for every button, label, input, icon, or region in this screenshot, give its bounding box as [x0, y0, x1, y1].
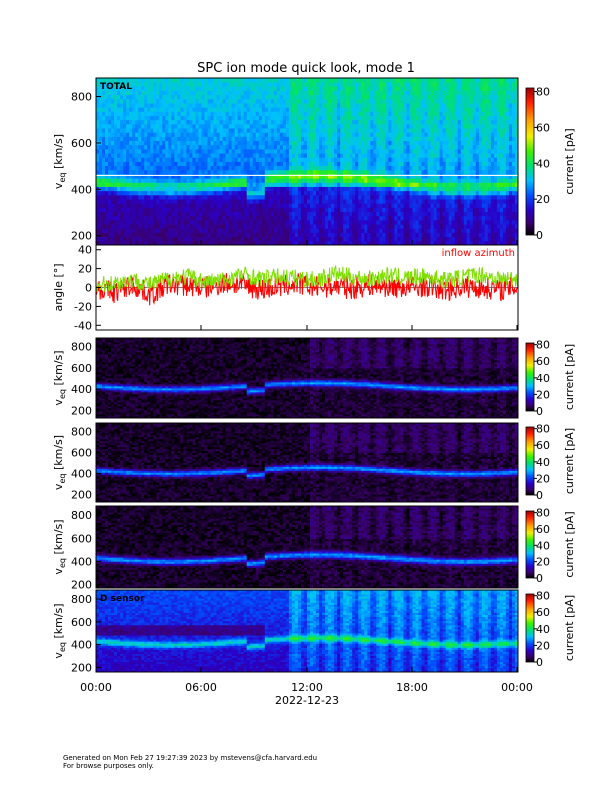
y-tick-label: 600	[71, 446, 92, 459]
colorbar-tick-label: 80	[536, 507, 550, 520]
x-tick-label-4: 00:00	[501, 681, 533, 694]
colorbar	[526, 511, 534, 578]
y-tick-label: 600	[71, 532, 92, 545]
y-tick-label: 40	[78, 244, 92, 257]
panel-total: 200 400 600 800 veq [km/s] TOTAL 0 20 40 60 80 curr…	[52, 78, 576, 245]
colorbar-tick-label: 0	[536, 572, 543, 585]
panel-sensor-d: 200 400 600 800 veq [km/s] D sensor 0 20 40 60 80 c…	[52, 590, 576, 675]
y-tick-label: 0	[85, 282, 92, 295]
colorbar-tick-label: 0	[536, 229, 543, 242]
colorbar-tick-label: 40	[536, 539, 550, 552]
panel-label: TOTAL	[100, 82, 132, 92]
colorbar	[526, 427, 534, 495]
figure-title: SPC ion mode quick look, mode 1	[197, 61, 415, 76]
y-tick-label: 600	[71, 616, 92, 629]
y-tick-label: 200	[71, 489, 92, 502]
panel-label: D sensor	[100, 594, 145, 604]
x-tick-label-1: 06:00	[185, 681, 217, 694]
colorbar-tick-label: 60	[536, 606, 550, 619]
y-axis-label: veq [km/s]	[52, 603, 67, 658]
colorbar-label: current [pA]	[563, 511, 576, 577]
y-tick-label: 400	[71, 383, 92, 396]
y-tick-label: 800	[71, 425, 92, 438]
colorbar-tick-label: 20	[536, 472, 550, 485]
y-tick-label: 400	[71, 555, 92, 568]
colorbar-tick-label: 20	[536, 639, 550, 652]
footer-generated-line: Generated on Mon Feb 27 19:27:39 2023 by…	[63, 754, 317, 762]
panel-sensor-b: 200 400 600 800 veq [km/s] 0 20 40 60 80 current […	[52, 423, 576, 503]
y-axis-label: veq [km/s]	[52, 134, 67, 189]
colorbar-tick-label: 60	[536, 439, 550, 452]
y-tick-label: 200	[71, 661, 92, 674]
footer-disclaimer-line: For browse purposes only.	[63, 762, 317, 770]
colorbar-tick-label: 0	[536, 489, 543, 502]
colorbar-label: current [pA]	[563, 128, 576, 194]
x-tick-label-0: 00:00	[80, 681, 112, 694]
colorbar-tick-label: 20	[536, 193, 550, 206]
y-tick-label: 200	[71, 230, 92, 243]
y-axis-label: veq [km/s]	[52, 350, 67, 405]
colorbar-tick-label: 60	[536, 121, 550, 134]
x-tick-label-2: 12:00	[291, 681, 323, 694]
colorbar-tick-label: 60	[536, 523, 550, 536]
colorbar-tick-label: 80	[536, 590, 550, 603]
y-tick-label: 600	[71, 137, 92, 150]
y-tick-label: 600	[71, 362, 92, 375]
footer: Generated on Mon Feb 27 19:27:39 2023 by…	[63, 754, 317, 770]
colorbar-tick-label: 0	[536, 405, 543, 418]
colorbar-label: current [pA]	[563, 595, 576, 661]
colorbar-tick-label: 40	[536, 157, 550, 170]
y-tick-label: 400	[71, 468, 92, 481]
heatmap-cells	[96, 423, 518, 502]
colorbar	[526, 594, 534, 662]
colorbar-tick-label: 40	[536, 456, 550, 469]
heatmap-cells	[96, 506, 518, 588]
colorbar-tick-label: 0	[536, 656, 543, 669]
y-tick-label: 800	[71, 91, 92, 104]
heatmap-cells	[96, 338, 518, 418]
colorbar-tick-label: 60	[536, 355, 550, 368]
y-tick-label: -40	[74, 319, 92, 332]
y-tick-label: 200	[71, 405, 92, 418]
legend-label: inflow azimuth	[442, 248, 515, 259]
y-tick-label: -20	[74, 300, 92, 313]
colorbar-tick-label: 80	[536, 423, 550, 436]
colorbar-tick-label: 40	[536, 623, 550, 636]
x-date-label: 2022-12-23	[275, 694, 339, 707]
y-tick-label: 800	[71, 509, 92, 522]
y-axis-label: angle [°]	[52, 263, 65, 311]
y-tick-label: 20	[78, 263, 92, 276]
panel-sensor-c: 200 400 600 800 veq [km/s] 0 20 40 60 80 current […	[52, 506, 576, 592]
y-tick-label: 800	[71, 341, 92, 354]
colorbar-tick-label: 20	[536, 556, 550, 569]
colorbar	[526, 88, 534, 235]
colorbar-tick-label: 80	[536, 339, 550, 352]
colorbar	[526, 343, 534, 411]
y-axis-label: veq [km/s]	[52, 435, 67, 490]
x-tick-label-3: 18:00	[396, 681, 428, 694]
y-tick-label: 200	[71, 579, 92, 592]
colorbar-label: current [pA]	[563, 428, 576, 494]
y-tick-label: 400	[71, 183, 92, 196]
heatmap-cells	[96, 590, 518, 672]
heatmap-cells	[96, 78, 518, 245]
y-tick-label: 400	[71, 639, 92, 652]
colorbar-label: current [pA]	[563, 344, 576, 410]
colorbar-tick-label: 80	[536, 86, 550, 99]
y-axis-label: veq [km/s]	[52, 519, 67, 574]
panel-sensor-a: 200 400 600 800 veq [km/s] 0 20 40 60 80 current […	[52, 338, 576, 418]
panel-angle: -40 -20 0 20 40 angle [°] inflow azimuth	[52, 244, 518, 333]
colorbar-tick-label: 20	[536, 388, 550, 401]
colorbar-tick-label: 40	[536, 372, 550, 385]
x-axis: 00:00 06:00 12:00 18:00 00:00 2022-12-23	[80, 681, 533, 707]
y-tick-label: 800	[71, 593, 92, 606]
